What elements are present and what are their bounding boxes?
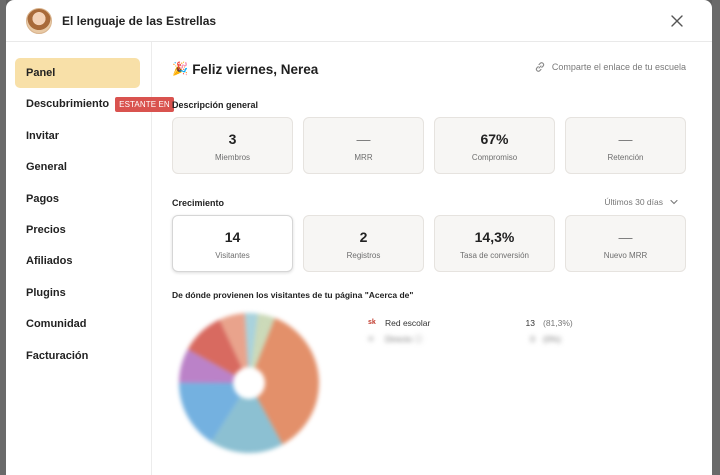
avatar — [26, 7, 52, 34]
card-value: — — [618, 228, 633, 245]
pie-slice — [211, 383, 283, 453]
backdrop — [0, 0, 6, 475]
close-button[interactable] — [668, 12, 686, 30]
card-label: Miembros — [214, 152, 251, 162]
card-label: Registros — [346, 250, 381, 260]
close-icon — [671, 15, 683, 27]
link-icon — [535, 62, 545, 72]
greeting-text: Feliz viernes, Nerea — [192, 61, 319, 77]
card-label: Compromiso — [471, 152, 518, 162]
card-value: 14,3% — [474, 228, 515, 245]
list-item[interactable]: ⊘ Directo ⓘ 0 (0%) — [368, 331, 608, 346]
party-icon: 🎉 — [172, 61, 189, 76]
source-percent: (81,3%) — [543, 317, 573, 328]
source-name: Red escolar — [385, 317, 431, 328]
sidebar-item-label: Descubrimiento — [26, 98, 110, 111]
source-icon: ⊘ — [368, 335, 374, 343]
settings-modal: El lenguaje de las Estrellas Panel Descu… — [6, 0, 712, 475]
card-value: 67% — [480, 130, 509, 147]
sidebar-item-label: Panel — [26, 67, 56, 79]
card-label: MRR — [354, 152, 373, 162]
pie-slice — [249, 313, 267, 383]
members-card[interactable]: 3 Miembros — [172, 117, 293, 174]
pie-slice — [219, 313, 249, 383]
modal-title: El lenguaje de las Estrellas — [62, 13, 217, 28]
pie-slice — [249, 315, 275, 383]
dashboard-main: 🎉 Feliz viernes, Nerea Comparte el enlac… — [172, 42, 686, 475]
card-label: Nuevo MRR — [603, 250, 648, 260]
card-label: Visitantes — [215, 250, 250, 260]
sources-list: sk Red escolar 13 (81,3%) ⊘ Directo ⓘ 0 … — [368, 315, 608, 346]
list-item[interactable]: sk Red escolar 13 (81,3%) — [368, 315, 608, 330]
new-mrr-card[interactable]: — Nuevo MRR — [565, 215, 686, 272]
sidebar-item-label: Pagos — [26, 192, 60, 205]
card-label: Tasa de conversión — [460, 250, 529, 260]
sidebar-item-label: Plugins — [26, 286, 66, 299]
sidebar-item-pagos[interactable]: Pagos — [15, 184, 140, 214]
sources-title: De dónde provienen los visitantes de tu … — [172, 290, 414, 300]
sidebar-item-descubrimiento[interactable]: Descubrimiento ESTANTE EN — [15, 89, 174, 119]
backdrop — [712, 0, 720, 475]
share-link-label: Comparte el enlace de tu escuela — [551, 62, 686, 72]
card-value: 2 — [359, 228, 368, 245]
sidebar-item-panel[interactable]: Panel — [15, 58, 140, 88]
card-value: — — [618, 130, 633, 147]
signups-card[interactable]: 2 Registros — [303, 215, 424, 272]
card-label: Retención — [607, 152, 644, 162]
page-title: 🎉 Feliz viernes, Nerea — [172, 61, 318, 77]
visitors-card[interactable]: 14 Visitantes — [172, 215, 293, 272]
sidebar-item-invitar[interactable]: Invitar — [15, 121, 140, 151]
card-value: 3 — [228, 130, 237, 147]
date-range-label: Últimos 30 días — [604, 197, 663, 207]
sidebar-item-label: Precios — [26, 223, 66, 236]
sidebar-item-facturacion[interactable]: Facturación — [15, 341, 140, 371]
overview-title: Descripción general — [172, 100, 259, 110]
status-badge: ESTANTE EN — [115, 96, 174, 112]
sidebar-item-plugins[interactable]: Plugins — [15, 278, 140, 308]
share-school-link[interactable]: Comparte el enlace de tu escuela — [534, 61, 686, 73]
source-count: 0 — [530, 333, 535, 344]
growth-title: Crecimiento — [172, 198, 225, 208]
sidebar-item-precios[interactable]: Precios — [15, 215, 140, 245]
greeting-row: 🎉 Feliz viernes, Nerea Comparte el enlac… — [172, 59, 686, 79]
chevron-down-icon — [670, 199, 678, 205]
overview-cards: 3 Miembros — MRR 67% Compromiso — Retenc… — [172, 117, 686, 174]
sidebar-item-general[interactable]: General — [15, 152, 140, 182]
pie-center — [233, 367, 265, 399]
source-name: Directo ⓘ — [385, 333, 423, 344]
retention-card[interactable]: — Retención — [565, 117, 686, 174]
pie-slice — [187, 319, 249, 383]
sidebar-item-afiliados[interactable]: Afiliados — [15, 246, 140, 276]
sidebar-item-label: Invitar — [26, 129, 60, 142]
growth-cards: 14 Visitantes 2 Registros 14,3% Tasa de … — [172, 215, 686, 272]
pie-chart — [179, 313, 319, 453]
sidebar-item-label: Comunidad — [26, 318, 87, 331]
pie-slice — [244, 313, 258, 383]
source-count: 13 — [525, 317, 535, 328]
engagement-card[interactable]: 67% Compromiso — [434, 117, 555, 174]
sidebar-item-label: General — [26, 161, 67, 174]
sidebar-item-label: Afiliados — [26, 255, 73, 268]
sidebar-item-comunidad[interactable]: Comunidad — [15, 309, 140, 339]
mrr-card[interactable]: — MRR — [303, 117, 424, 174]
card-value: 14 — [224, 228, 241, 245]
pie-slice — [179, 382, 249, 442]
date-range-select[interactable]: Últimos 30 días — [604, 197, 678, 207]
sidebar: Panel Descubrimiento ESTANTE EN Invitar … — [6, 42, 174, 475]
sidebar-item-label: Facturación — [26, 349, 89, 362]
pie-slice — [249, 317, 319, 445]
source-icon: sk — [368, 319, 376, 326]
source-percent: (0%) — [543, 333, 561, 344]
pie-slice — [179, 349, 249, 383]
conversion-card[interactable]: 14,3% Tasa de conversión — [434, 215, 555, 272]
modal-header: El lenguaje de las Estrellas — [6, 0, 712, 42]
card-value: — — [356, 130, 371, 147]
visitor-sources-chart — [174, 308, 324, 458]
